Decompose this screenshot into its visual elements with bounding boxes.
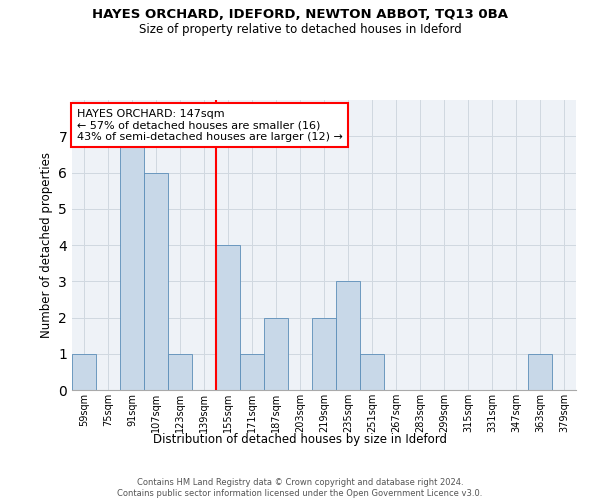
Text: Contains HM Land Registry data © Crown copyright and database right 2024.
Contai: Contains HM Land Registry data © Crown c… bbox=[118, 478, 482, 498]
Bar bbox=[240, 354, 264, 390]
Bar bbox=[144, 172, 168, 390]
Text: Size of property relative to detached houses in Ideford: Size of property relative to detached ho… bbox=[139, 22, 461, 36]
Bar bbox=[336, 281, 360, 390]
Text: Distribution of detached houses by size in Ideford: Distribution of detached houses by size … bbox=[153, 432, 447, 446]
Bar bbox=[264, 318, 288, 390]
Bar bbox=[312, 318, 336, 390]
Bar bbox=[216, 245, 240, 390]
Bar bbox=[168, 354, 192, 390]
Bar bbox=[528, 354, 552, 390]
Bar bbox=[120, 136, 144, 390]
Bar bbox=[72, 354, 96, 390]
Text: HAYES ORCHARD, IDEFORD, NEWTON ABBOT, TQ13 0BA: HAYES ORCHARD, IDEFORD, NEWTON ABBOT, TQ… bbox=[92, 8, 508, 20]
Y-axis label: Number of detached properties: Number of detached properties bbox=[40, 152, 53, 338]
Bar bbox=[360, 354, 384, 390]
Text: HAYES ORCHARD: 147sqm
← 57% of detached houses are smaller (16)
43% of semi-deta: HAYES ORCHARD: 147sqm ← 57% of detached … bbox=[77, 108, 343, 142]
